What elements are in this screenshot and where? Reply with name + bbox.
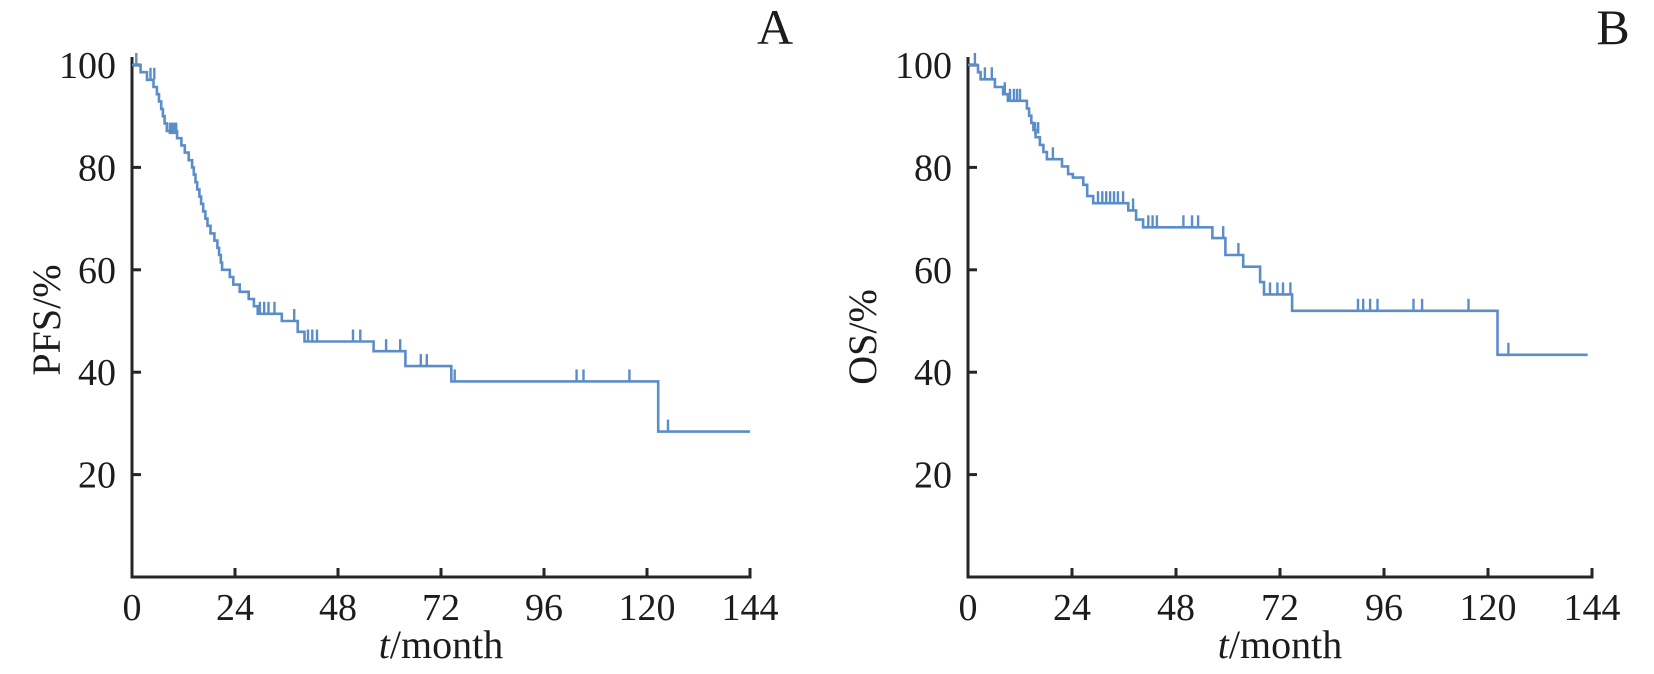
y-tick-label: 80 xyxy=(914,147,952,189)
y-tick-label: 60 xyxy=(78,250,116,292)
x-tick-label: 120 xyxy=(619,587,676,629)
y-tick-label: 100 xyxy=(895,45,952,87)
x-tick-label: 0 xyxy=(123,587,142,629)
x-tick-label: 48 xyxy=(1157,587,1195,629)
panel-b-x-axis-unit: /month xyxy=(1228,622,1343,667)
x-tick-label: 0 xyxy=(959,587,978,629)
y-tick-label: 40 xyxy=(914,352,952,394)
x-tick-label: 72 xyxy=(422,587,460,629)
censor-marks xyxy=(973,53,1510,355)
x-tick-label: 96 xyxy=(1365,587,1403,629)
panel-b-plot: 20 40 60 80 100 0 24 48 72 96 120 144 xyxy=(895,45,1621,629)
x-tick-label: 24 xyxy=(216,587,254,629)
x-tick-label: 120 xyxy=(1460,587,1517,629)
y-tick-label: 60 xyxy=(914,250,952,292)
x-axis-ticks: 0 24 48 72 96 120 144 xyxy=(959,568,1621,629)
panel-a-letter: A xyxy=(756,0,794,55)
panel-b-x-axis-variable: t xyxy=(1217,622,1229,667)
x-tick-label: 48 xyxy=(319,587,357,629)
x-axis-ticks: 0 24 48 72 96 120 144 xyxy=(123,568,779,629)
axes-lines xyxy=(966,57,1594,579)
x-tick-label: 96 xyxy=(525,587,563,629)
km-curve xyxy=(132,63,750,433)
x-tick-label: 144 xyxy=(1564,587,1621,629)
x-tick-label: 72 xyxy=(1261,587,1299,629)
km-curve xyxy=(968,63,1588,357)
y-tick-label: 100 xyxy=(59,45,116,87)
x-tick-label: 144 xyxy=(722,587,779,629)
panel-a-x-axis-unit: /month xyxy=(389,622,504,667)
censor-marks xyxy=(135,53,670,432)
y-tick-label: 40 xyxy=(78,352,116,394)
panel-a-x-axis-variable: t xyxy=(378,622,390,667)
y-tick-label: 20 xyxy=(78,455,116,497)
panel-b-x-axis-title: t/month xyxy=(1170,622,1390,668)
panel-b-y-axis-title: OS/% xyxy=(840,289,885,385)
axes-lines xyxy=(130,57,752,579)
panel-a-y-axis-title: PFS/% xyxy=(24,264,69,376)
panel-b-letter: B xyxy=(1596,0,1630,55)
x-tick-label: 24 xyxy=(1053,587,1091,629)
panel-a-x-axis-title: t/month xyxy=(331,622,551,668)
y-tick-label: 80 xyxy=(78,147,116,189)
y-axis-ticks: 20 40 60 80 100 xyxy=(59,45,141,497)
y-tick-label: 20 xyxy=(914,455,952,497)
y-axis-ticks: 20 40 60 80 100 xyxy=(895,45,977,497)
panel-a-plot: 20 40 60 80 100 0 24 48 72 96 120 144 xyxy=(59,45,779,629)
